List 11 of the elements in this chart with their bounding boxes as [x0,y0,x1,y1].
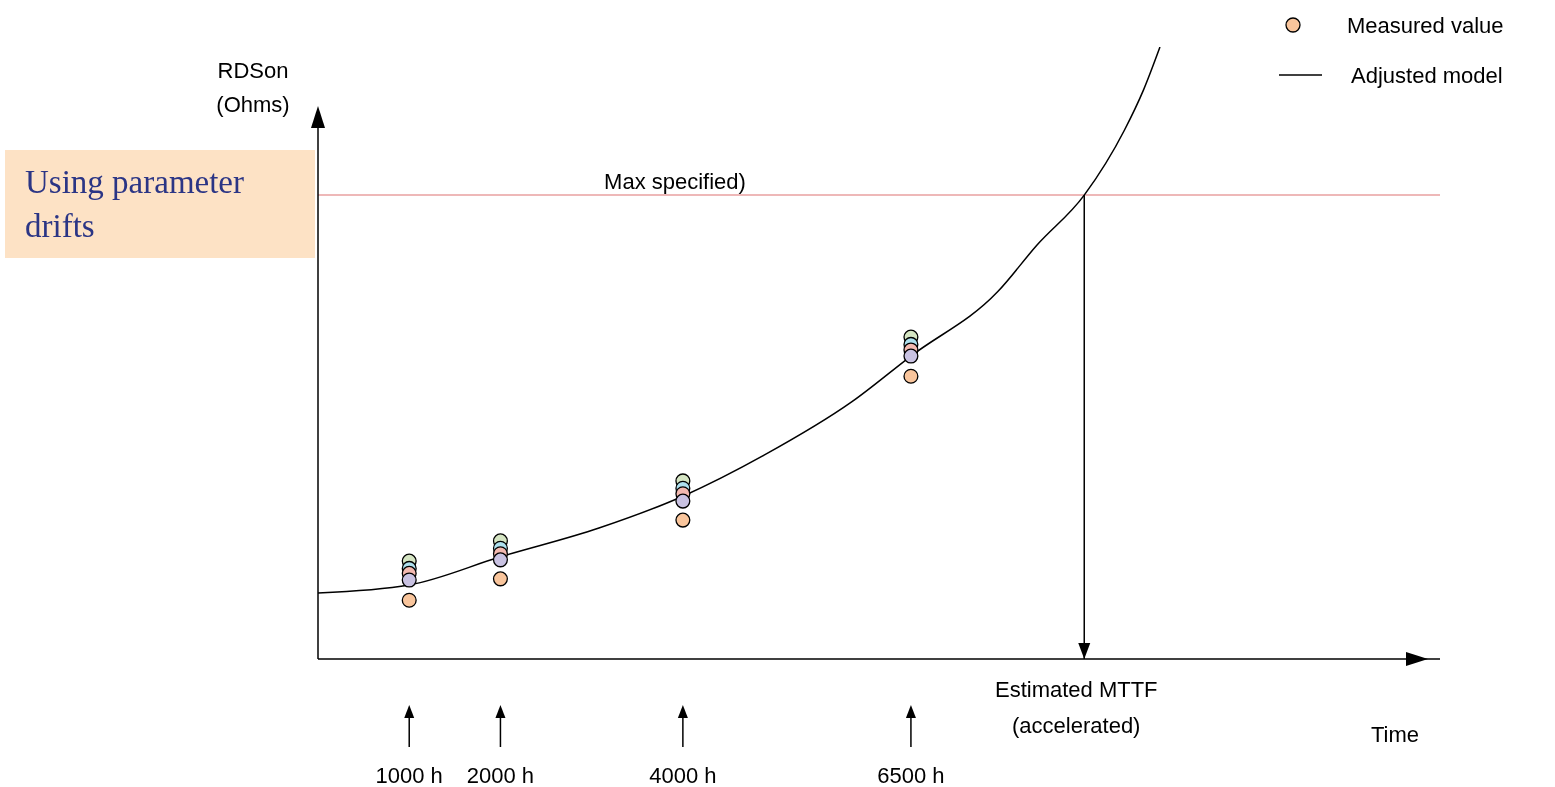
ref-line-label: Estimated MTTF (accelerated) [994,677,1158,738]
text: Using parameter drifts [5,150,315,258]
x-tick-label: 6500 h [877,763,945,787]
x-tick-label: 4000 h [649,763,717,787]
y-axis-title: RDSon (Ohms) [216,58,290,117]
x-axis-title: Time [1370,722,1420,747]
legend-label: Adjusted model [1351,63,1503,88]
x-tick-label: 2000 h [466,763,535,787]
ref-line-label: Max specified) [604,169,746,195]
x-tick-label: 1000 h [375,763,443,787]
legend-label: Measured value [1347,13,1504,38]
